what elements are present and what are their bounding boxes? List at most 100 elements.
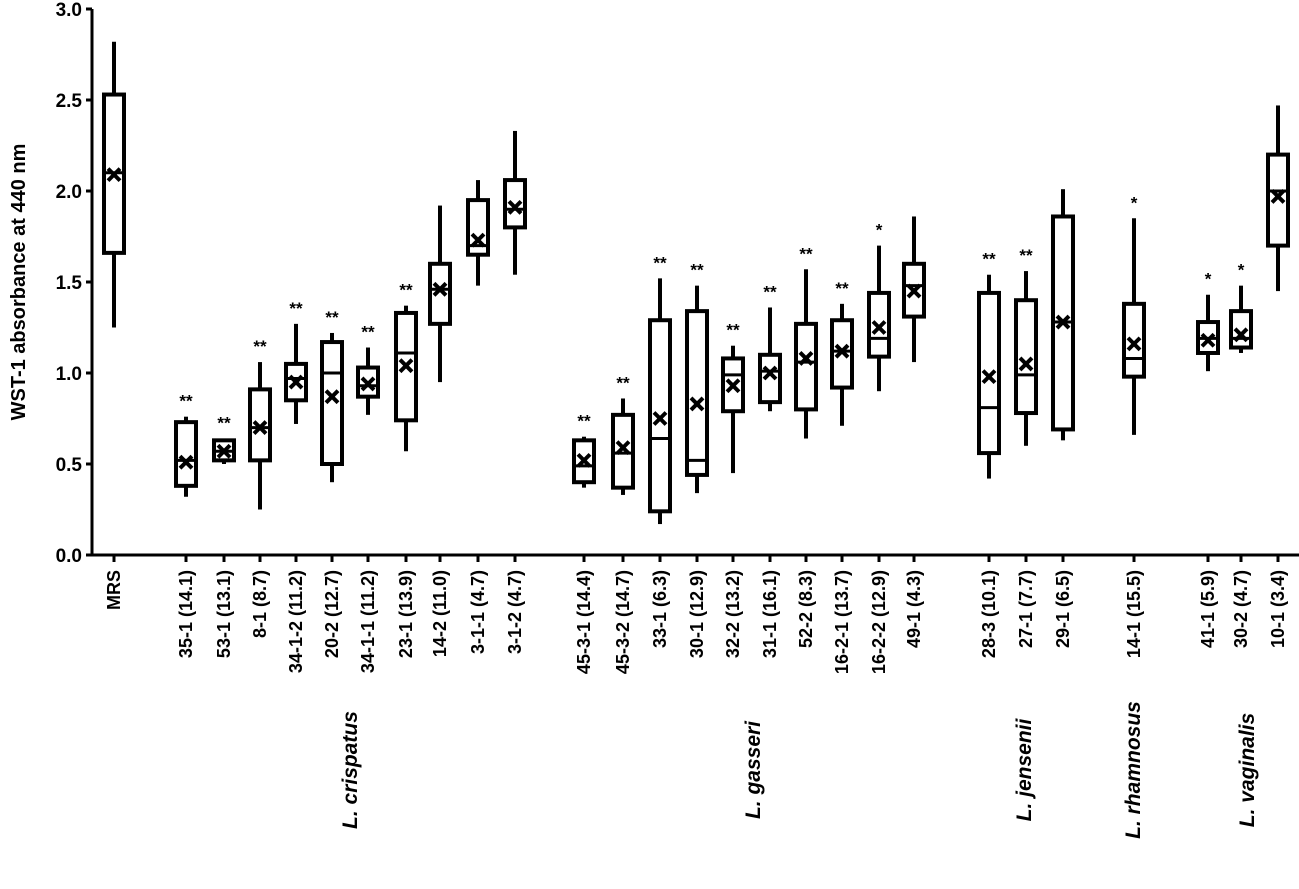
mean-marker	[1233, 327, 1249, 343]
category-label: 45-3-1 (14.4)	[574, 570, 594, 674]
category-label: 20-2 (12.7)	[322, 570, 342, 658]
mean-marker	[216, 443, 232, 459]
y-tick-label: 3.0	[56, 0, 82, 21]
group-label: L. rhamnosus	[1122, 701, 1145, 839]
significance-label: **	[763, 282, 777, 301]
category-label: 23-1 (13.9)	[396, 570, 416, 658]
mean-marker	[906, 283, 922, 299]
mean-marker	[507, 199, 523, 215]
category-label: 14-1 (15.5)	[1124, 570, 1144, 658]
category-label: 29-1 (6.5)	[1053, 570, 1073, 648]
mean-marker	[762, 365, 778, 381]
significance-label: **	[982, 250, 996, 269]
box	[428, 261, 452, 326]
box	[1266, 152, 1290, 248]
significance-label: **	[577, 412, 591, 431]
category-label: 32-2 (13.2)	[723, 570, 743, 658]
box-26: *	[1196, 270, 1220, 372]
mean-marker	[615, 440, 631, 456]
significance-label: **	[835, 279, 849, 298]
mean-marker	[1018, 356, 1034, 372]
y-tick-label: 1.0	[56, 364, 82, 385]
x-axis	[92, 553, 1299, 562]
mean-marker	[725, 378, 741, 394]
box-19: **	[830, 279, 854, 426]
category-label: 41-1 (5.9)	[1198, 570, 1218, 648]
category-label: 49-1 (4.3)	[904, 570, 924, 648]
category-label: 30-1 (12.9)	[687, 570, 707, 658]
group-label: L. jensenii	[1013, 717, 1036, 821]
category-label: 3-1-2 (4.7)	[505, 570, 525, 654]
y-axis: 0.0 0.5 1.0 1.5 2.0 2.5 3.0	[56, 0, 94, 567]
significance-label: *	[1205, 270, 1212, 289]
box-11	[503, 130, 527, 275]
box-2: **	[174, 392, 198, 497]
box	[1229, 309, 1253, 350]
category-label: 16-2-2 (12.9)	[869, 570, 889, 674]
significance-label: **	[361, 323, 375, 342]
mean-marker	[252, 420, 268, 436]
box	[685, 309, 709, 477]
box	[503, 178, 527, 230]
box-21	[902, 216, 926, 363]
mean-marker	[689, 396, 705, 412]
significance-label: **	[616, 373, 630, 392]
box-24	[1051, 189, 1075, 441]
box	[794, 321, 818, 412]
category-label: 27-1 (7.7)	[1016, 570, 1036, 648]
mean-marker	[834, 343, 850, 359]
box-4: **	[248, 337, 272, 510]
significance-label: **	[726, 321, 740, 340]
y-tick-label: 0.0	[56, 546, 82, 567]
mean-marker	[981, 369, 997, 385]
box-1	[102, 41, 126, 328]
box-14: **	[648, 253, 672, 525]
mean-marker	[470, 232, 486, 248]
category-label: 33-1 (6.3)	[650, 570, 670, 648]
category-label: 35-1 (14.1)	[176, 570, 196, 658]
significance-label: *	[1238, 261, 1245, 280]
significance-label: **	[399, 281, 413, 300]
y-tick-label: 2.5	[56, 91, 83, 112]
significance-label: **	[325, 308, 339, 327]
mean-marker	[798, 351, 814, 366]
box-18: **	[794, 244, 818, 439]
mean-marker	[360, 376, 376, 392]
mean-marker	[106, 167, 122, 183]
category-label: 28-3 (10.1)	[979, 570, 999, 658]
category-label: 45-3-2 (14.7)	[613, 570, 633, 674]
box	[758, 352, 782, 405]
box	[611, 412, 635, 490]
category-label: 10-1 (3.4)	[1268, 570, 1288, 648]
box-series: ******** ************ ************* **** *	[102, 41, 1290, 525]
box	[320, 340, 344, 466]
box-16: **	[721, 321, 745, 474]
mean-marker	[1270, 189, 1286, 204]
box-25: *	[1122, 193, 1146, 435]
mean-marker	[432, 281, 448, 297]
mean-marker	[1055, 314, 1071, 330]
mean-marker	[871, 320, 887, 335]
significance-label: **	[289, 299, 303, 318]
box-8: **	[394, 281, 418, 452]
category-label: 16-2-1 (13.7)	[832, 570, 852, 674]
group-label: L. vaginalis	[1236, 713, 1259, 827]
category-label: 8-1 (8.7)	[250, 570, 270, 638]
significance-label: **	[253, 337, 267, 356]
significance-label: *	[876, 221, 883, 240]
box-3: **	[212, 414, 236, 464]
significance-label: *	[1131, 193, 1138, 212]
significance-label: **	[799, 244, 813, 263]
group-labels: L. crispatus L. gasseri L. jensenii L. rham…	[339, 701, 1259, 839]
category-label: 34-1-2 (11.2)	[286, 570, 306, 673]
group-label: L. crispatus	[339, 711, 362, 829]
category-label: MRS	[104, 570, 124, 610]
box-7: **	[356, 323, 380, 415]
significance-label: **	[179, 392, 193, 411]
mean-marker	[1200, 332, 1216, 348]
box-28	[1266, 105, 1290, 292]
box-9	[428, 205, 452, 383]
box-5: **	[284, 299, 308, 424]
category-label: 31-1 (16.1)	[760, 570, 780, 658]
